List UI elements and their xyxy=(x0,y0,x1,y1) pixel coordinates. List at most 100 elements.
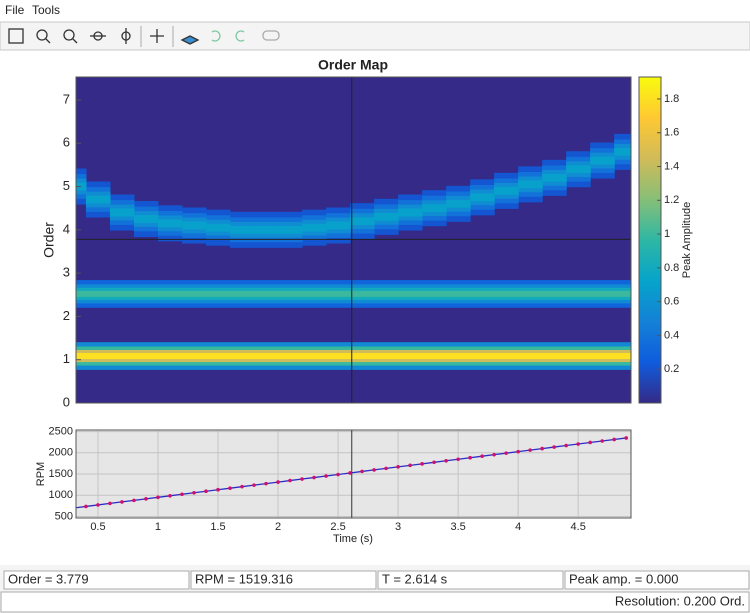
line-area xyxy=(76,430,631,518)
axes-box xyxy=(75,76,632,404)
order-track-cell xyxy=(206,223,231,232)
status-resolution: Resolution: 0.200 Ord. xyxy=(615,593,745,608)
zoom-in-icon[interactable] xyxy=(36,29,48,41)
order-track-cell xyxy=(109,208,135,217)
colorbar-tick-label: 0.8 xyxy=(664,262,679,274)
rpm-marker xyxy=(216,487,220,492)
order-track-cell xyxy=(398,208,423,217)
link-icon[interactable] xyxy=(262,30,280,41)
y-tick-label: 3 xyxy=(63,265,70,280)
rpm-marker xyxy=(168,493,172,498)
rpm-marker xyxy=(516,449,520,454)
y-tick-label: 1500 xyxy=(49,468,73,480)
order-track-cell xyxy=(614,147,631,156)
x-tick-label: 1 xyxy=(155,521,161,533)
rpm-marker xyxy=(228,486,232,490)
rpm-marker xyxy=(264,481,268,486)
x-tick-label: 2.5 xyxy=(330,521,345,533)
rpm-marker xyxy=(588,440,592,445)
colorbar-tick-label: 1.4 xyxy=(664,160,679,172)
rpm-marker xyxy=(552,445,556,449)
order-track-cell xyxy=(76,182,87,191)
rpm-marker xyxy=(444,458,448,463)
rpm-marker xyxy=(276,480,280,484)
rpm-marker xyxy=(468,455,472,460)
status-field xyxy=(0,591,750,613)
order-track-cell xyxy=(518,180,543,189)
rpm-marker xyxy=(300,477,304,481)
rpm-marker xyxy=(360,469,364,474)
status-field xyxy=(377,570,564,590)
y-tick-label: 1000 xyxy=(49,489,73,501)
rpm-marker xyxy=(96,503,100,507)
rpm-marker xyxy=(324,474,328,478)
order-track-cell xyxy=(446,199,471,208)
order-track-cell xyxy=(566,165,591,174)
toolbar xyxy=(0,21,750,51)
order-track-cell xyxy=(422,204,447,213)
y-tick-label: 2 xyxy=(63,308,70,323)
redo-icon[interactable] xyxy=(235,30,245,42)
colorbar-label: Peak Amplitude xyxy=(681,202,693,278)
zoom-out-icon[interactable] xyxy=(63,29,75,41)
menu-tools[interactable]: Tools xyxy=(32,3,60,17)
order-track-cell xyxy=(157,219,183,228)
rpm-marker xyxy=(144,497,148,501)
fit-icon[interactable] xyxy=(8,28,24,44)
rpm-marker xyxy=(204,489,208,494)
rpm-marker xyxy=(108,501,112,506)
order-track-cell xyxy=(278,225,303,234)
rpm-marker xyxy=(456,457,460,462)
colorbar-tick-label: 1 xyxy=(664,228,670,240)
y-axis-label: Order xyxy=(41,222,57,258)
x-axis-label: Time (s) xyxy=(333,533,373,545)
order-track-cell xyxy=(326,221,351,230)
order-track-cell xyxy=(494,186,519,195)
y-tick-label: 2500 xyxy=(49,425,73,437)
axes-box xyxy=(75,429,632,519)
x-tick-label: 4 xyxy=(515,521,521,533)
heatmap-area xyxy=(76,77,631,403)
y-tick-label: 5 xyxy=(63,178,70,193)
rpm-marker xyxy=(120,500,124,504)
order-track-cell xyxy=(590,156,615,165)
rpm-marker xyxy=(576,442,580,446)
colorbar xyxy=(638,76,662,404)
colorbar-tick-label: 1.6 xyxy=(664,127,679,139)
menu-file[interactable]: File xyxy=(5,3,25,17)
rpm-marker xyxy=(192,490,196,495)
menu-bar xyxy=(0,0,750,22)
status-time: T = 2.614 s xyxy=(382,571,448,586)
y-tick-label: 4 xyxy=(63,221,70,236)
rpm-marker xyxy=(396,465,400,469)
rpm-marker xyxy=(240,484,244,489)
colorbar-tick-label: 0.4 xyxy=(664,329,679,341)
order-track-cell xyxy=(542,173,567,182)
x-tick-label: 1.5 xyxy=(210,521,225,533)
order-track-cell xyxy=(182,221,207,230)
order-track-cell xyxy=(133,215,159,223)
rpm-marker xyxy=(336,472,340,477)
order-track-cell xyxy=(302,223,327,232)
chart-title: Order Map xyxy=(318,57,388,73)
y-tick-label: 6 xyxy=(63,135,70,150)
undo-icon[interactable] xyxy=(211,30,221,42)
order-track-cell xyxy=(230,225,255,234)
colorbar-tick-label: 1.8 xyxy=(664,93,679,105)
order-track-band xyxy=(76,290,631,297)
x-tick-label: 2 xyxy=(275,521,281,533)
rpm-marker xyxy=(504,451,508,455)
rpm-marker xyxy=(84,504,88,509)
order-track-cell xyxy=(470,193,495,202)
y-tick-label: 500 xyxy=(55,510,73,522)
pan-icon[interactable] xyxy=(150,29,164,43)
x-tick-label: 3 xyxy=(395,521,401,533)
view-icon[interactable] xyxy=(180,35,200,45)
colorbar-tick-label: 0.6 xyxy=(664,296,679,308)
status-peak: Peak amp. = 0.000 xyxy=(569,571,679,586)
rpm-marker xyxy=(288,478,292,483)
rpm-marker xyxy=(480,454,484,458)
rpm-marker xyxy=(432,460,436,465)
rpm-marker xyxy=(180,492,184,497)
rpm-marker xyxy=(540,446,544,451)
